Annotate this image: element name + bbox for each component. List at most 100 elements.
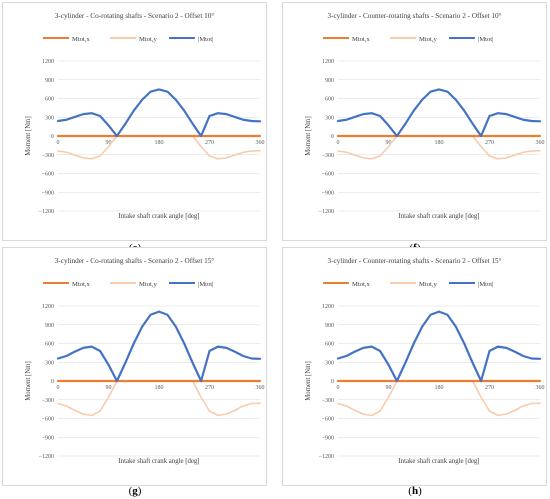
y-tick-label: 600 <box>325 342 334 348</box>
legend-item-mtot-abs: |Mtot| <box>449 280 493 290</box>
legend-item-mtot-y: Mtot,y <box>390 280 437 290</box>
legend-item-mtot-abs: |Mtot| <box>169 280 213 290</box>
line-chart: 1200 900 600 300 0 −300 −600 −900 −1200 0 90 180 270… <box>25 304 265 465</box>
y-tick-label: 0 <box>331 134 334 140</box>
legend-item-mtot-y: Mtot,y <box>110 280 157 290</box>
y-tick-label: 0 <box>331 379 334 385</box>
x-tick-label: 90 <box>106 140 112 146</box>
y-tick-label: −300 <box>322 398 334 404</box>
y-axis-title: Moment [Nm] <box>25 116 32 155</box>
x-tick-label: 270 <box>205 140 214 146</box>
y-tick-label: 300 <box>45 360 54 366</box>
y-tick-label: 1200 <box>42 304 54 310</box>
legend-label: Mtot,y <box>419 36 437 43</box>
y-tick-label: −300 <box>322 153 334 159</box>
legend-label: Mtot,x <box>352 36 370 43</box>
y-tick-label: −300 <box>42 153 54 159</box>
x-tick-label: 360 <box>536 385 545 391</box>
y-tick-label: 600 <box>325 97 334 103</box>
legend-swatch <box>390 37 416 40</box>
y-tick-label: 300 <box>45 115 54 121</box>
legend-label: Mtot,y <box>139 36 157 43</box>
legend-swatch <box>169 37 195 40</box>
y-axis-title: Moment [Nm] <box>305 116 312 155</box>
caption-open: ( <box>128 485 133 497</box>
caption-letter: g <box>132 485 138 497</box>
x-tick-label: 180 <box>155 140 164 146</box>
x-tick-label: 0 <box>337 385 340 391</box>
chart-title: 3-cylinder - Counter-rotating shafts - S… <box>327 257 502 265</box>
x-tick-label: 270 <box>205 385 214 391</box>
legend-label: |Mtot| <box>198 36 214 43</box>
y-tick-label: 0 <box>51 134 54 140</box>
series-line-mtot-abs <box>336 88 542 138</box>
x-axis-title: Intake shaft crank angle [deg] <box>118 213 199 220</box>
legend-label: |Mtot| <box>478 281 494 288</box>
chart-legend: Mtot,x Mtot,y |Mtot| <box>283 35 546 45</box>
legend-item-mtot-abs: |Mtot| <box>169 35 213 45</box>
x-axis-title: Intake shaft crank angle [deg] <box>118 458 199 465</box>
x-axis-title: Intake shaft crank angle [deg] <box>398 458 479 465</box>
legend-label: |Mtot| <box>198 281 214 288</box>
y-tick-label: 300 <box>325 115 334 121</box>
x-tick-label: 90 <box>106 385 112 391</box>
x-tick-label: 360 <box>536 140 545 146</box>
legend-swatch <box>449 37 475 40</box>
chart-legend: Mtot,x Mtot,y |Mtot| <box>3 280 266 290</box>
chart-title: 3-cylinder - Co-rotating shafts - Scenar… <box>54 12 215 20</box>
legend-label: Mtot,x <box>352 281 370 288</box>
y-tick-label: −1200 <box>39 209 54 215</box>
y-tick-label: −600 <box>322 172 334 178</box>
series-line-mtot-abs <box>56 88 262 138</box>
y-tick-label: 0 <box>51 379 54 385</box>
y-tick-label: 600 <box>45 342 54 348</box>
legend-item-mtot-y: Mtot,y <box>110 35 157 45</box>
legend-swatch <box>323 282 349 285</box>
legend-swatch <box>110 282 136 285</box>
x-tick-label: 0 <box>57 140 60 146</box>
x-tick-label: 90 <box>386 385 392 391</box>
chart-panel-h: 3-cylinder - Counter-rotating shafts - S… <box>282 247 547 486</box>
caption-open: ( <box>408 485 412 497</box>
legend-swatch <box>323 37 349 40</box>
y-tick-label: 900 <box>325 78 334 84</box>
legend-item-mtot-abs: |Mtot| <box>449 35 493 45</box>
y-tick-label: 1200 <box>322 304 334 310</box>
x-tick-label: 180 <box>435 140 444 146</box>
legend-label: Mtot,y <box>419 281 437 288</box>
x-tick-label: 0 <box>57 385 60 391</box>
legend-item-mtot-x: Mtot,x <box>323 280 370 290</box>
y-tick-label: −1200 <box>39 454 54 460</box>
x-axis-title: Intake shaft crank angle [deg] <box>398 213 479 220</box>
chart-legend: Mtot,x Mtot,y |Mtot| <box>3 35 266 45</box>
y-tick-label: 900 <box>325 323 334 329</box>
x-tick-label: 0 <box>337 140 340 146</box>
legend-label: Mtot,x <box>72 281 90 288</box>
y-tick-label: −900 <box>322 435 334 441</box>
legend-label: Mtot,x <box>72 36 90 43</box>
y-tick-label: 900 <box>45 78 54 84</box>
chart-panel-e: 3-cylinder - Co-rotating shafts - Scenar… <box>2 2 267 241</box>
legend-swatch <box>390 282 416 285</box>
line-chart: 1200 900 600 300 0 −300 −600 −900 −1200 0 90 180 270… <box>305 304 545 465</box>
x-tick-label: 180 <box>435 385 444 391</box>
y-tick-label: 300 <box>325 360 334 366</box>
line-chart: 1200 900 600 300 0 −300 −600 −900 −1200 0 90 180 270… <box>305 59 545 220</box>
chart-legend: Mtot,x Mtot,y |Mtot| <box>283 280 546 290</box>
x-tick-label: 90 <box>386 140 392 146</box>
chart-title: 3-cylinder - Co-rotating shafts - Scenar… <box>54 257 215 265</box>
y-axis-title: Moment [Nm] <box>25 361 32 400</box>
legend-item-mtot-x: Mtot,x <box>323 35 370 45</box>
legend-item-mtot-y: Mtot,y <box>390 35 437 45</box>
y-tick-label: 900 <box>45 323 54 329</box>
panel-caption-h: (h) <box>395 485 435 497</box>
chart-panel-g: 3-cylinder - Co-rotating shafts - Scenar… <box>2 247 267 486</box>
caption-close: ) <box>418 485 422 497</box>
x-tick-label: 270 <box>485 385 494 391</box>
y-tick-label: 600 <box>45 97 54 103</box>
y-tick-label: −900 <box>42 190 54 196</box>
x-tick-label: 360 <box>256 385 265 391</box>
line-chart: 1200 900 600 300 0 −300 −600 −900 −1200 0 90 180 270… <box>25 59 265 220</box>
series-line-mtot-abs <box>56 310 262 383</box>
y-tick-label: −1200 <box>319 454 334 460</box>
